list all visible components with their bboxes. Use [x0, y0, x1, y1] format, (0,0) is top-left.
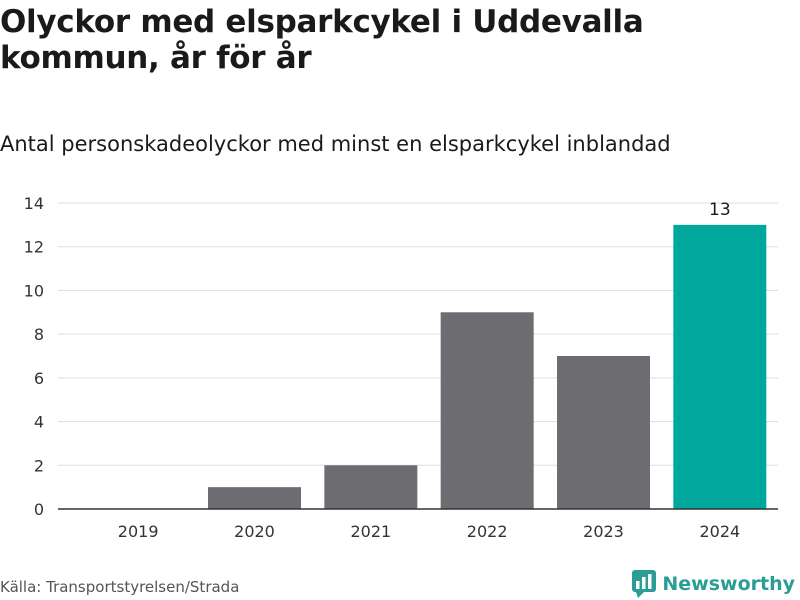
- gridlines: [58, 202, 778, 466]
- bar-2022: [440, 312, 534, 509]
- y-tick-label: 12: [24, 238, 44, 257]
- y-tick-label: 0: [34, 500, 44, 519]
- x-tick-label: 2019: [118, 522, 159, 541]
- x-tick-label: 2021: [350, 522, 391, 541]
- bars: [208, 224, 767, 509]
- x-tick: 2019: [118, 522, 159, 541]
- y-tick: 0: [34, 500, 44, 519]
- x-axis-ticks: 2019 2020 2021 2022 2023 2024: [118, 522, 740, 541]
- y-tick: 14: [24, 194, 44, 213]
- y-tick-label: 10: [24, 281, 44, 300]
- brand-logo[interactable]: Newsworthy: [632, 570, 795, 598]
- y-tick-label: 6: [34, 369, 44, 388]
- y-tick-label: 2: [34, 456, 44, 475]
- bar-2024: [673, 224, 767, 509]
- x-tick: 2023: [583, 522, 624, 541]
- source-note: Källa: Transportstyrelsen/Strada: [0, 578, 240, 596]
- brand-name: Newsworthy: [662, 573, 795, 595]
- y-tick: 10: [24, 281, 44, 300]
- chart-title: Olyckor med elsparkcykel i Uddevalla kom…: [0, 4, 644, 76]
- x-tick: 2021: [350, 522, 391, 541]
- y-tick: 12: [24, 238, 44, 257]
- newsworthy-logo-icon: [632, 570, 657, 598]
- y-tick-label: 14: [24, 194, 44, 213]
- y-axis-ticks: 0 2 4 6 8 10 12 14: [24, 194, 44, 519]
- bar-2020: [208, 487, 301, 509]
- y-tick-label: 4: [34, 413, 44, 432]
- x-tick-label: 2023: [583, 522, 624, 541]
- y-tick: 4: [34, 413, 44, 432]
- y-tick-label: 8: [34, 325, 44, 344]
- x-tick: 2020: [234, 522, 275, 541]
- y-tick: 8: [34, 325, 44, 344]
- data-label: 13: [709, 200, 731, 220]
- chart-subtitle: Antal personskadeolyckor med minst en el…: [0, 132, 671, 156]
- bar-2021: [324, 465, 418, 509]
- x-tick-label: 2024: [699, 522, 740, 541]
- x-tick: 2024: [699, 522, 740, 541]
- x-tick-label: 2022: [467, 522, 508, 541]
- y-tick: 6: [34, 369, 44, 388]
- x-tick-label: 2020: [234, 522, 275, 541]
- y-tick: 2: [34, 456, 44, 475]
- bar-chart: 0 2 4 6 8 10 12 14 13 2019 2020 2021 2022 2023 2024: [24, 194, 778, 541]
- data-labels: 13: [709, 200, 731, 220]
- x-tick: 2022: [467, 522, 508, 541]
- bar-2023: [557, 356, 650, 509]
